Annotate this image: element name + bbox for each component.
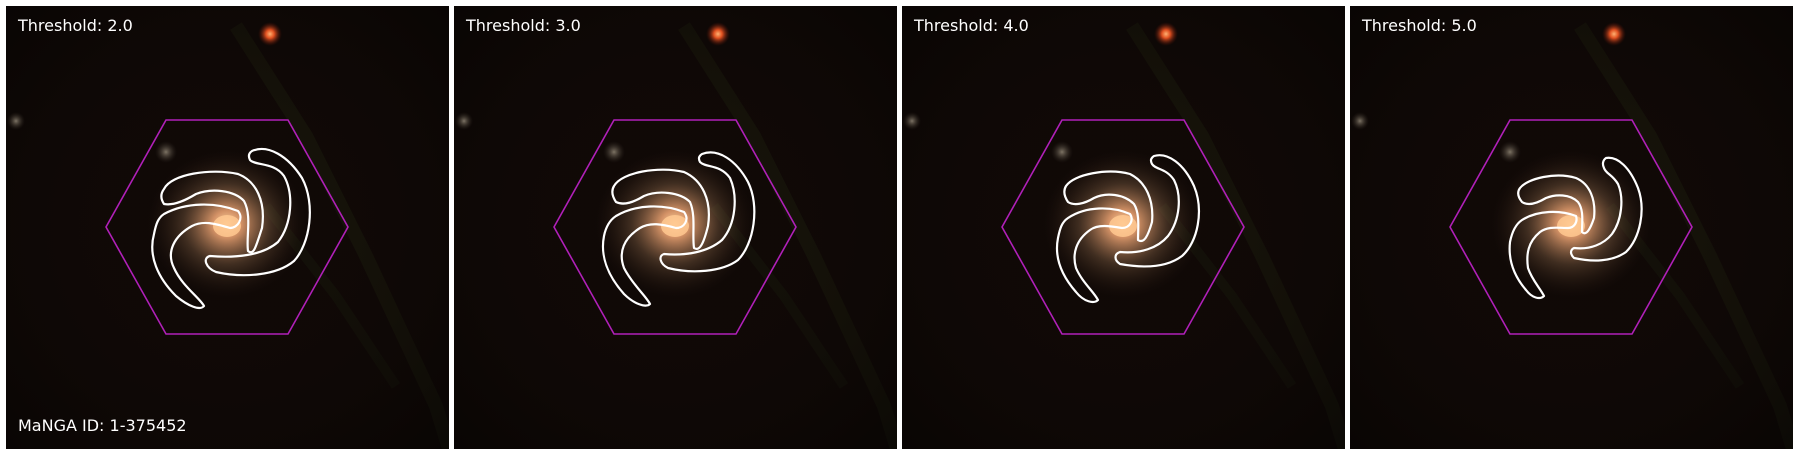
galaxy-image xyxy=(6,6,449,449)
panel-threshold-4: Threshold: 4.0 xyxy=(902,6,1345,449)
galaxy-image xyxy=(454,6,897,449)
panel-threshold-3: Threshold: 3.0 xyxy=(454,6,897,449)
panel-threshold-2: Threshold: 2.0 MaNGA ID: 1-375452 xyxy=(6,6,449,449)
panel-threshold-5: Threshold: 5.0 xyxy=(1350,6,1793,449)
threshold-label: Threshold: 2.0 xyxy=(18,16,133,35)
manga-id-label: MaNGA ID: 1-375452 xyxy=(18,416,187,435)
threshold-label: Threshold: 3.0 xyxy=(466,16,581,35)
threshold-label: Threshold: 5.0 xyxy=(1362,16,1477,35)
threshold-label: Threshold: 4.0 xyxy=(914,16,1029,35)
galaxy-image xyxy=(902,6,1345,449)
galaxy-image xyxy=(1350,6,1793,449)
